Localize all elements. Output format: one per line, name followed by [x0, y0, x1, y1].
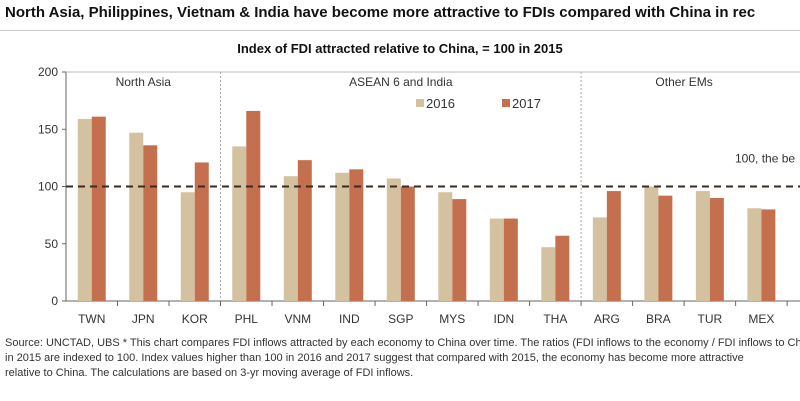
chart-headline: North Asia, Philippines, Vietnam & India… [5, 4, 756, 21]
x-tick-label: ARG [594, 312, 620, 326]
bar-2016-twn [77, 118, 92, 301]
bar-2017-jpn [143, 145, 158, 301]
bar-2017-mex [761, 209, 776, 301]
bar-2016-arg [592, 217, 607, 301]
bar-2017-kor [194, 162, 209, 301]
y-tick-label: 0 [51, 294, 58, 308]
bar-2017-twn [91, 116, 106, 301]
bar-2016-mex [747, 208, 762, 301]
x-tick-label: IDN [493, 312, 514, 326]
bar-2017-idn [503, 218, 518, 301]
legend-swatch-2017 [502, 99, 510, 107]
bar-2017-arg [606, 191, 621, 301]
y-tick-label: 50 [45, 237, 59, 251]
x-tick-label: PHL [235, 312, 259, 326]
legend-label-2016: 2016 [426, 96, 455, 111]
bar-2016-phl [232, 146, 247, 301]
bar-2016-sgp [386, 178, 401, 301]
bar-2016-tha [541, 247, 556, 301]
group-label: ASEAN 6 and India [349, 75, 453, 89]
bar-2016-kor [180, 192, 195, 301]
footnote: Source: UNCTAD, UBS * This chart compare… [5, 336, 800, 381]
bar-2017-phl [246, 110, 261, 302]
reference-line-label: 100, the be [735, 152, 795, 166]
x-tick-label: TUR [698, 312, 723, 326]
x-tick-label: KOR [182, 312, 208, 326]
legend-swatch-2016 [416, 99, 424, 107]
bar-2016-mys [438, 192, 453, 301]
footnote-line-1: Source: UNCTAD, UBS * This chart compare… [5, 337, 800, 349]
bar-2017-tha [555, 235, 570, 301]
y-tick-label: 200 [38, 65, 58, 79]
bar-2016-jpn [129, 132, 144, 301]
y-tick-label: 100 [38, 180, 58, 194]
bar-2017-ind [349, 169, 364, 301]
y-tick-label: 150 [38, 122, 58, 136]
bar-2016-tur [695, 191, 710, 301]
footnote-line-2: in 2015 are indexed to 100. Index values… [5, 352, 744, 364]
group-label: Other EMs [655, 75, 712, 89]
bar-2016-bra [644, 186, 659, 301]
bar-2017-tur [709, 197, 724, 301]
bar-2017-sgp [400, 186, 415, 301]
x-tick-label: JPN [132, 312, 155, 326]
bar-2016-vnm [283, 176, 298, 301]
bar-2017-vnm [297, 160, 312, 301]
x-tick-label: MYS [439, 312, 465, 326]
x-tick-label: MEX [748, 312, 774, 326]
x-tick-label: IND [339, 312, 360, 326]
bar-2016-idn [489, 218, 504, 301]
bar-2017-mys [452, 199, 467, 301]
footnote-line-3: relative to China. The calculations are … [5, 367, 414, 379]
x-tick-label: BRA [646, 312, 671, 326]
group-label: North Asia [116, 75, 172, 89]
bar-2016-ind [335, 172, 350, 301]
bar-2017-bra [658, 195, 673, 301]
x-tick-label: TWN [78, 312, 105, 326]
x-tick-label: VNM [284, 312, 311, 326]
chart-title: Index of FDI attracted relative to China… [237, 41, 563, 56]
headline-divider [0, 30, 800, 31]
legend-label-2017: 2017 [512, 96, 541, 111]
x-tick-label: THA [543, 312, 567, 326]
x-tick-label: SGP [388, 312, 413, 326]
